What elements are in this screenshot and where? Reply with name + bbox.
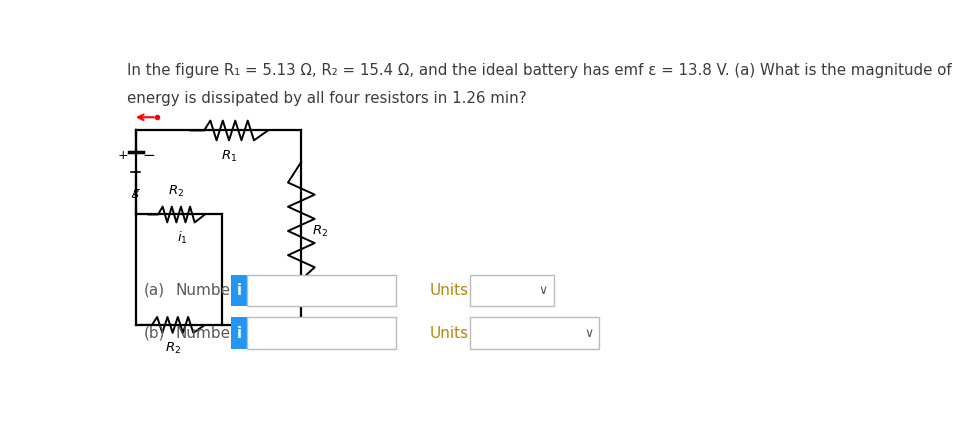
FancyBboxPatch shape [231, 318, 247, 349]
Text: ∨: ∨ [585, 327, 593, 340]
Text: $i_1$: $i_1$ [177, 230, 188, 247]
Text: i: i [236, 283, 241, 298]
Text: i: i [236, 326, 241, 341]
Text: $R_1$: $R_1$ [221, 149, 237, 163]
Text: $R_2$: $R_2$ [313, 223, 328, 238]
Text: ∨: ∨ [539, 284, 547, 297]
Text: $R_2$: $R_2$ [168, 184, 185, 199]
FancyBboxPatch shape [247, 318, 395, 349]
Text: In the figure R₁ = 5.13 Ω, R₂ = 15.4 Ω, and the ideal battery has emf ε = 13.8 V: In the figure R₁ = 5.13 Ω, R₂ = 15.4 Ω, … [127, 63, 957, 78]
Text: $\mathcal{g}$: $\mathcal{g}$ [131, 187, 141, 200]
FancyBboxPatch shape [470, 275, 553, 306]
Text: +: + [118, 149, 128, 162]
Text: (a): (a) [144, 283, 165, 298]
FancyBboxPatch shape [231, 275, 247, 306]
Text: (b): (b) [144, 326, 165, 341]
Text: Number: Number [176, 283, 237, 298]
Text: Units: Units [430, 283, 469, 298]
Text: −: − [143, 148, 155, 163]
FancyBboxPatch shape [470, 318, 599, 349]
Text: energy is dissipated by all four resistors in 1.26 min?: energy is dissipated by all four resisto… [127, 91, 526, 106]
Text: Number: Number [176, 326, 237, 341]
Text: $R_2$: $R_2$ [165, 341, 181, 356]
Text: Units: Units [430, 326, 469, 341]
FancyBboxPatch shape [247, 275, 395, 306]
